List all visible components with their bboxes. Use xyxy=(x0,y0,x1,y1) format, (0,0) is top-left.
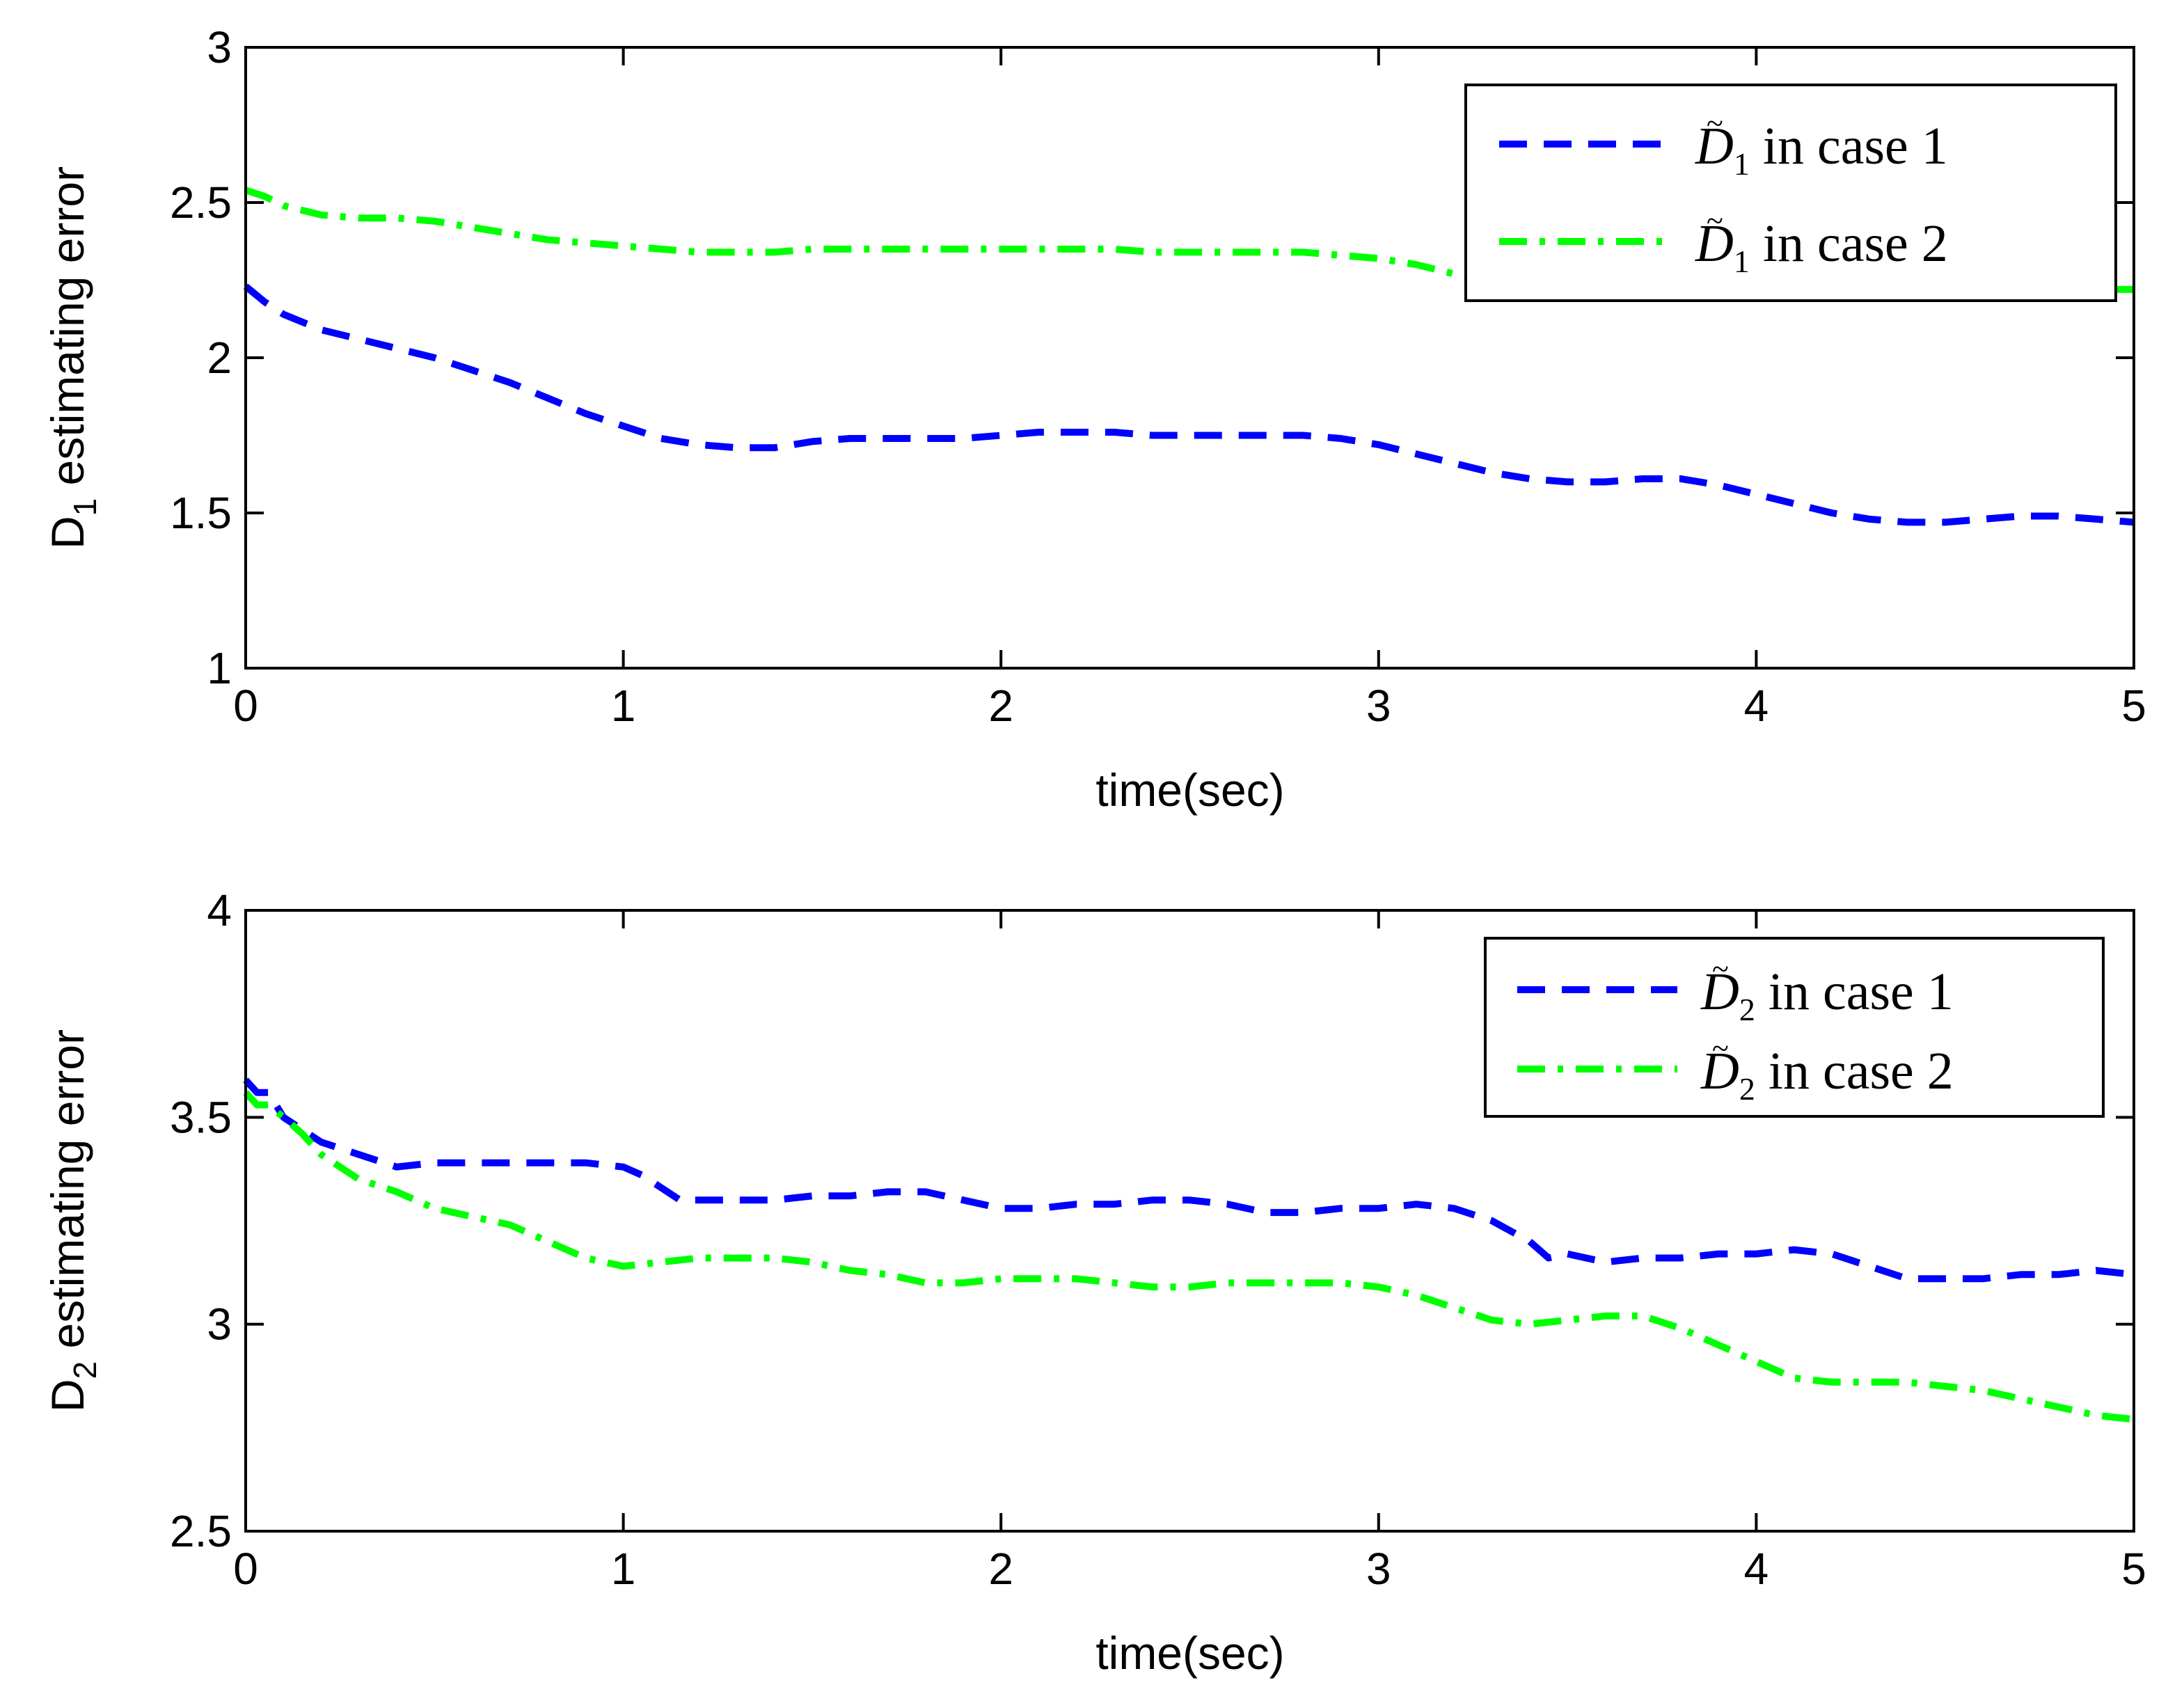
x-tick-label-1-1: 1 xyxy=(611,681,636,731)
legend-sub-2-0: 2 xyxy=(1739,992,1755,1027)
tilde-mark-2-1: ~ xyxy=(1712,1031,1729,1066)
series-line-2-0 xyxy=(243,1077,2135,1283)
chart-panel-2: 0 1 2 3 4 52.533.54 time(sec) D2 estimating e… xyxy=(42,885,2146,1679)
x-tick-label-1-5: 5 xyxy=(2121,681,2146,731)
x-tick-label-1-3: 3 xyxy=(1366,681,1391,731)
tilde-mark-1-0: ~ xyxy=(1707,106,1723,141)
y-axis-label-main-2: D xyxy=(42,1379,93,1412)
chart-panel-1: 0 1 2 3 4 511.522.53 time(sec) D1 estimating … xyxy=(42,22,2146,816)
tilde-mark-2-0: ~ xyxy=(1712,952,1729,986)
y-tick-label-2-1: 3 xyxy=(207,1299,232,1350)
series-line-1-0 xyxy=(243,283,2135,526)
legend-rest-1-0: in case 1 xyxy=(1750,117,1948,175)
y-tick-label-1-0: 1 xyxy=(207,643,232,693)
x-tick-label-1-2: 2 xyxy=(988,681,1013,731)
x-tick-label-2-0: 0 xyxy=(233,1544,258,1594)
y-axis-label-2: D2 estimating error xyxy=(42,1029,103,1412)
x-tick-label-2-2: 2 xyxy=(988,1544,1013,1594)
y-tick-label-2-3: 4 xyxy=(207,885,232,935)
ticks-group-1: 0 1 2 3 4 511.522.53 xyxy=(170,22,2146,731)
y-tick-label-1-4: 3 xyxy=(207,22,232,72)
legend-symbol-2-1: D xyxy=(1700,1042,1739,1100)
legend-box-1 xyxy=(1464,84,2117,302)
legend-entry-2-1: D2 in case 2 xyxy=(1700,1042,1954,1107)
x-tick-label-2-1: 1 xyxy=(611,1544,636,1594)
legend-symbol-1-1: D xyxy=(1695,214,1734,273)
series-group-2 xyxy=(243,1077,2135,1423)
legend-sub-1-1: 1 xyxy=(1734,244,1750,279)
legend-entry-2-0: D2 in case 1 xyxy=(1700,963,1954,1027)
tilde-mark-1-1: ~ xyxy=(1707,204,1723,238)
y-axis-label-main-1: D xyxy=(42,516,93,549)
series-line-2-1 xyxy=(243,1090,2135,1423)
legend-rest-2-0: in case 1 xyxy=(1755,963,1954,1021)
y-axis-label-sub-2: 2 xyxy=(67,1361,103,1379)
plot-frame-2 xyxy=(244,909,2135,1533)
legend-entry-1-1: D1 in case 2 xyxy=(1695,214,1948,279)
legend-box-2 xyxy=(1484,937,2105,1118)
x-tick-label-2-4: 4 xyxy=(1744,1544,1769,1594)
x-axis-label-1: time(sec) xyxy=(1095,764,1284,816)
x-tick-label-1-4: 4 xyxy=(1744,681,1769,731)
x-tick-label-2-3: 3 xyxy=(1366,1544,1391,1594)
y-axis-label-rest-2: estimating error xyxy=(42,1029,93,1361)
legend-sub-2-1: 2 xyxy=(1739,1071,1755,1107)
x-axis-label-2: time(sec) xyxy=(1095,1627,1284,1679)
ticks-group-2: 0 1 2 3 4 5 2.5 3 3.5 4 xyxy=(170,885,2146,1594)
y-axis-label-1: D1 estimating error xyxy=(42,166,103,549)
x-tick-label-1-0: 0 xyxy=(233,681,258,731)
y-axis-label-sub-1: 1 xyxy=(67,498,103,516)
y-tick-label-2-0: 2.5 xyxy=(170,1506,232,1556)
y-tick-label-1-2: 2 xyxy=(207,333,232,383)
legend-entry-1-0: D1 in case 1 xyxy=(1695,117,1948,182)
series-group-1 xyxy=(243,187,2135,526)
legend-rest-2-1: in case 2 xyxy=(1755,1042,1954,1100)
legend-2: D2 in case 1 ~ D2 in case 2 ~ xyxy=(1484,937,2105,1118)
legend-1: D1 in case 1 ~ D1 in case 2 ~ xyxy=(1464,84,2117,302)
legend-symbol-1-0: D xyxy=(1695,117,1734,175)
x-tick-label-2-5: 5 xyxy=(2121,1544,2146,1594)
y-tick-label-1-3: 2.5 xyxy=(170,177,232,228)
legend-symbol-2-0: D xyxy=(1700,963,1739,1021)
y-tick-label-2-2: 3.5 xyxy=(170,1092,232,1142)
y-tick-label-1-1: 1.5 xyxy=(170,488,232,538)
legend-rest-1-1: in case 2 xyxy=(1750,214,1948,273)
y-axis-label-rest-1: estimating error xyxy=(42,166,93,498)
legend-sub-1-0: 1 xyxy=(1734,146,1750,182)
